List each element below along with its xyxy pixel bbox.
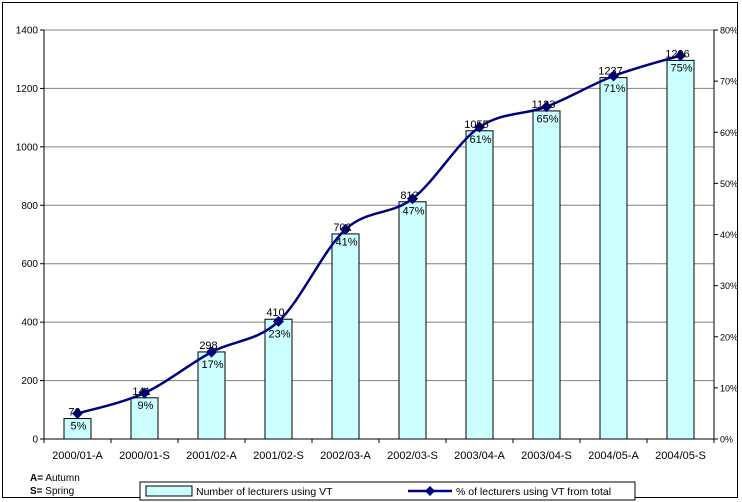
note-spring-key: S= xyxy=(30,486,43,497)
bar-value-label: 141 xyxy=(132,386,150,398)
legend-box xyxy=(139,481,636,501)
left-tick-label: 0 xyxy=(32,435,38,446)
note-spring: S= Spring xyxy=(30,486,74,497)
note-autumn-key: A= xyxy=(30,473,44,484)
bar xyxy=(465,130,494,440)
x-category-label: 2002/03-S xyxy=(387,450,438,462)
note-autumn-text: Autumn xyxy=(43,473,80,484)
left-tick-label: 200 xyxy=(21,376,38,387)
bar xyxy=(599,77,628,440)
line-point xyxy=(608,70,619,82)
legend-bar-swatch xyxy=(145,485,193,497)
right-axis-ticks: 0% 10% 20% 30% 40% 50% 60% 70% 80% xyxy=(714,26,738,445)
right-tick-label: 50% xyxy=(720,179,738,189)
bar-value-label: 1296 xyxy=(665,48,689,60)
bar-value-label: 702 xyxy=(333,222,351,234)
percent-value-label: 71% xyxy=(603,83,625,95)
percent-value-label: 17% xyxy=(201,359,223,371)
right-tick-label: 10% xyxy=(720,383,738,393)
percent-value-label: 23% xyxy=(268,328,290,340)
percent-value-label: 47% xyxy=(402,206,424,218)
percent-value-label: 65% xyxy=(536,114,558,126)
left-tick-label: 800 xyxy=(21,201,38,212)
percent-value-label: 75% xyxy=(670,63,692,75)
bar-value-label: 298 xyxy=(199,340,217,352)
legend-line-marker xyxy=(425,486,435,496)
line-point xyxy=(474,121,485,133)
line-series xyxy=(72,50,686,419)
x-category-label: 2000/01-A xyxy=(52,450,103,462)
line-point xyxy=(340,223,351,235)
bar-value-label: 1123 xyxy=(532,99,556,111)
line-point xyxy=(541,101,552,113)
right-tick-label: 30% xyxy=(720,281,738,291)
x-category-label: 2004/05-A xyxy=(588,450,639,462)
x-category-label: 2003/04-A xyxy=(454,450,505,462)
bar-value-label: 1055 xyxy=(464,119,488,131)
left-tick-label: 1400 xyxy=(16,26,39,37)
bar xyxy=(197,351,226,440)
left-tick-label: 400 xyxy=(21,318,38,329)
bar xyxy=(130,397,159,440)
x-category-label: 2003/04-S xyxy=(521,450,572,462)
x-axis-categories: 2000/01-A 2000/01-S 2001/02-A 2001/02-S 2002… xyxy=(43,439,715,462)
left-axis-ticks: 0 200 400 600 800 1000 1200 1400 xyxy=(16,26,44,446)
right-tick-label: 0% xyxy=(720,435,733,445)
percent-value-label: 9% xyxy=(138,400,154,412)
bar-value-label: 1237 xyxy=(598,66,622,78)
bar xyxy=(264,318,293,440)
line-point xyxy=(407,193,418,205)
note-spring-text: Spring xyxy=(42,486,75,497)
note-autumn: A= Autumn xyxy=(30,473,80,484)
legend-line-label: % of lecturers using VT from total xyxy=(456,486,611,498)
x-category-label: 2000/01-S xyxy=(119,450,170,462)
data-labels: 70 141 298 410 702 812 1055 1123 1237 1296 5% 9% 17%… xyxy=(68,48,692,432)
bar xyxy=(532,110,561,440)
right-tick-label: 70% xyxy=(720,77,738,87)
bar xyxy=(666,59,695,440)
legend-bar-label: Number of lecturers using VT xyxy=(196,486,333,498)
right-tick-label: 40% xyxy=(720,230,738,240)
line-point xyxy=(139,387,150,399)
line-point xyxy=(72,407,83,419)
bar-value-label: 70 xyxy=(68,407,80,419)
line-point xyxy=(206,346,217,358)
bar-series xyxy=(63,59,695,440)
left-tick-label: 1200 xyxy=(16,84,39,95)
bar-value-label: 812 xyxy=(400,190,418,202)
left-tick-label: 1000 xyxy=(16,142,39,153)
right-tick-label: 20% xyxy=(720,332,738,342)
bar xyxy=(398,201,427,440)
right-tick-label: 80% xyxy=(720,26,738,36)
percent-value-label: 61% xyxy=(469,134,491,146)
bar-value-label: 410 xyxy=(266,307,284,319)
percent-value-label: 41% xyxy=(335,236,357,248)
left-tick-label: 600 xyxy=(21,259,38,270)
x-category-label: 2002/03-A xyxy=(320,450,371,462)
series-line xyxy=(77,54,681,415)
percent-value-label: 5% xyxy=(71,420,87,432)
line-point xyxy=(273,315,284,327)
x-category-label: 2004/05-S xyxy=(655,450,706,462)
line-point xyxy=(675,50,686,62)
legend: Number of lecturers using VT % of lecture… xyxy=(139,481,636,501)
right-tick-label: 60% xyxy=(720,128,738,138)
x-category-label: 2001/02-A xyxy=(186,450,237,462)
bar xyxy=(331,233,360,440)
x-category-label: 2001/02-S xyxy=(253,450,304,462)
